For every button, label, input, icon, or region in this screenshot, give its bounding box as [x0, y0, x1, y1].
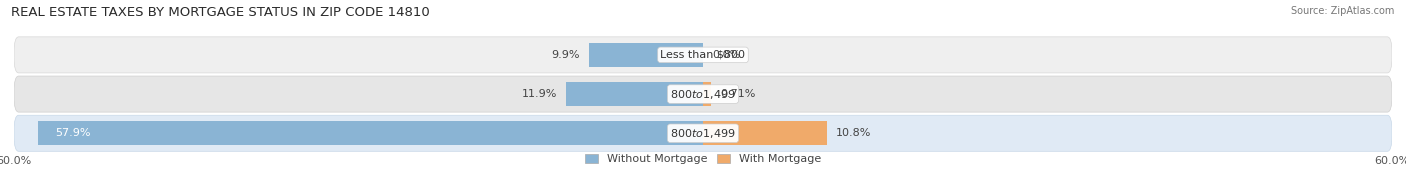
- Bar: [38, 121, 703, 145]
- FancyBboxPatch shape: [14, 37, 1392, 73]
- Bar: [589, 43, 703, 67]
- Text: REAL ESTATE TAXES BY MORTGAGE STATUS IN ZIP CODE 14810: REAL ESTATE TAXES BY MORTGAGE STATUS IN …: [11, 6, 430, 19]
- Text: 57.9%: 57.9%: [55, 128, 91, 138]
- Text: $800 to $1,499: $800 to $1,499: [671, 127, 735, 140]
- Text: 0.71%: 0.71%: [720, 89, 755, 99]
- Text: $800 to $1,499: $800 to $1,499: [671, 88, 735, 101]
- Text: 9.9%: 9.9%: [551, 50, 581, 60]
- Bar: [567, 82, 703, 106]
- Legend: Without Mortgage, With Mortgage: Without Mortgage, With Mortgage: [581, 149, 825, 169]
- Text: 10.8%: 10.8%: [837, 128, 872, 138]
- Bar: [703, 121, 827, 145]
- FancyBboxPatch shape: [14, 76, 1392, 112]
- Text: Less than $800: Less than $800: [661, 50, 745, 60]
- Text: 0.0%: 0.0%: [713, 50, 741, 60]
- FancyBboxPatch shape: [14, 115, 1392, 151]
- Bar: [703, 82, 711, 106]
- Text: 11.9%: 11.9%: [522, 89, 557, 99]
- Text: Source: ZipAtlas.com: Source: ZipAtlas.com: [1291, 6, 1395, 16]
